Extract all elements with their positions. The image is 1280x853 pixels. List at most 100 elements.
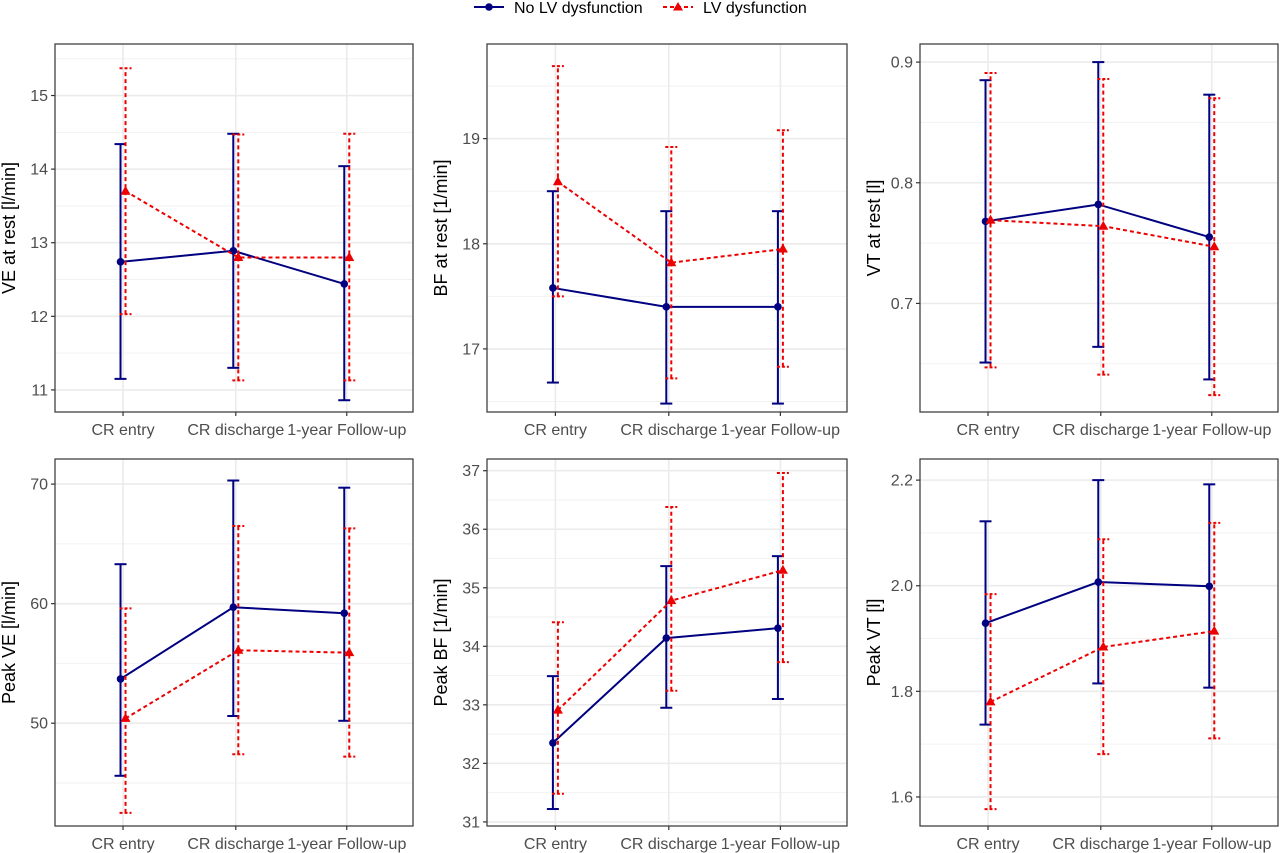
error-bar — [343, 132, 356, 382]
chart-panel: 1.6 1.8 2.0 2.2 CR entry CR discharge 1-year F… — [864, 458, 1279, 853]
data-point — [985, 214, 996, 224]
data-point — [1205, 233, 1214, 241]
error-bar — [776, 129, 789, 368]
data-point — [549, 739, 557, 747]
y-tick-label: 14 — [30, 162, 48, 179]
data-point — [1098, 220, 1109, 230]
data-point — [981, 619, 990, 628]
data-point — [666, 257, 677, 267]
y-tick-label: 0.9 — [891, 55, 913, 72]
data-point — [1205, 582, 1214, 591]
data-point — [774, 303, 782, 311]
panel-border — [54, 43, 414, 413]
x-tick-label: CR discharge — [1052, 422, 1149, 439]
data-point — [120, 185, 131, 195]
data-point — [344, 647, 355, 657]
series-line — [125, 190, 350, 259]
y-tick-label: 0.8 — [891, 175, 913, 192]
y-tick-label: 0.7 — [891, 296, 913, 313]
data-point — [985, 696, 996, 706]
panel-border — [54, 458, 414, 827]
data-point — [1209, 625, 1220, 635]
y-tick-label: 35 — [462, 580, 480, 597]
data-point — [1094, 200, 1103, 209]
y-tick-label: 37 — [462, 463, 480, 480]
x-tick-label: 1-year Follow-up — [1152, 422, 1271, 439]
x-tick-label: CR discharge — [1052, 836, 1149, 853]
y-axis-title: Peak BF [1/min] — [431, 578, 451, 706]
legend-label: No LV dysfunction — [514, 0, 643, 17]
legend-marker-triangle — [673, 2, 683, 11]
chart-panel: 0.7 0.8 0.9 CR entry CR discharge 1-year Foll… — [864, 43, 1279, 439]
data-series — [114, 479, 351, 777]
data-point — [552, 176, 563, 186]
y-axis-title: VT at rest [l] — [864, 180, 884, 277]
y-tick-label: 13 — [30, 235, 48, 252]
chart-panel: 31 32 33 34 35 36 37 CR entry CR discharge 1-year… — [431, 458, 848, 853]
data-point — [116, 675, 125, 683]
data-point — [777, 243, 788, 253]
data-series — [546, 555, 784, 811]
x-tick-label: 1-year Follow-up — [721, 836, 840, 853]
data-point — [116, 258, 125, 266]
chart-panel: 11 12 13 14 15 CR entry CR discharge 1-year Fol… — [0, 43, 414, 439]
data-point — [662, 303, 671, 311]
error-bar — [343, 527, 356, 758]
x-tick-label: CR entry — [956, 422, 1019, 439]
x-tick-label: CR discharge — [620, 836, 717, 853]
y-tick-label: 36 — [462, 522, 480, 539]
y-tick-label: 33 — [462, 697, 480, 714]
data-point — [1094, 578, 1103, 586]
panel-border — [486, 458, 848, 827]
x-tick-label: CR entry — [91, 836, 154, 853]
y-tick-label: 1.6 — [891, 789, 913, 806]
x-tick-label: 1-year Follow-up — [287, 422, 406, 439]
data-series — [546, 190, 784, 405]
panel-border — [486, 43, 848, 413]
y-axis-title: Peak VE [l/min] — [0, 581, 19, 704]
data-point — [233, 644, 244, 654]
y-axis-title: BF at rest [1/min] — [431, 159, 451, 296]
data-point — [549, 284, 557, 292]
y-tick-label: 32 — [462, 756, 480, 773]
x-tick-label: CR discharge — [620, 422, 717, 439]
y-tick-label: 17 — [462, 341, 480, 358]
panel-border — [919, 43, 1279, 413]
legend-label: LV dysfunction — [703, 0, 807, 17]
y-tick-label: 34 — [462, 639, 480, 656]
y-tick-label: 31 — [462, 814, 480, 831]
data-point — [229, 603, 238, 612]
data-series — [984, 71, 1221, 397]
y-axis-title: Peak VT [l] — [864, 599, 884, 687]
data-series — [979, 61, 1216, 381]
x-tick-label: 1-year Follow-up — [1152, 836, 1271, 853]
y-tick-label: 15 — [30, 88, 48, 105]
y-tick-label: 60 — [30, 596, 48, 613]
series-line — [125, 649, 350, 720]
y-tick-label: 19 — [462, 131, 480, 148]
chart-panel: 50 60 70 CR entry CR discharge 1-year Follow-… — [0, 458, 414, 853]
data-series — [551, 472, 789, 795]
y-tick-label: 1.8 — [891, 684, 913, 701]
data-series — [119, 524, 356, 814]
chart-panel: 17 18 19 CR entry CR discharge 1-year Follow-… — [431, 43, 848, 439]
y-tick-label: 70 — [30, 477, 48, 494]
x-tick-label: 1-year Follow-up — [721, 422, 840, 439]
x-tick-label: 1-year Follow-up — [287, 836, 406, 853]
y-axis-title: VE at rest [l/min] — [0, 162, 19, 294]
x-tick-label: CR entry — [91, 422, 154, 439]
data-point — [344, 251, 355, 261]
x-tick-label: CR discharge — [187, 422, 284, 439]
error-bar — [119, 607, 132, 814]
data-point — [777, 564, 788, 574]
data-point — [340, 609, 349, 618]
y-tick-label: 2.2 — [891, 473, 913, 490]
y-tick-label: 2.0 — [891, 578, 913, 595]
data-point — [666, 595, 677, 605]
data-series — [984, 521, 1221, 811]
data-point — [774, 624, 782, 632]
data-point — [340, 280, 349, 288]
panel-border — [919, 458, 1279, 827]
